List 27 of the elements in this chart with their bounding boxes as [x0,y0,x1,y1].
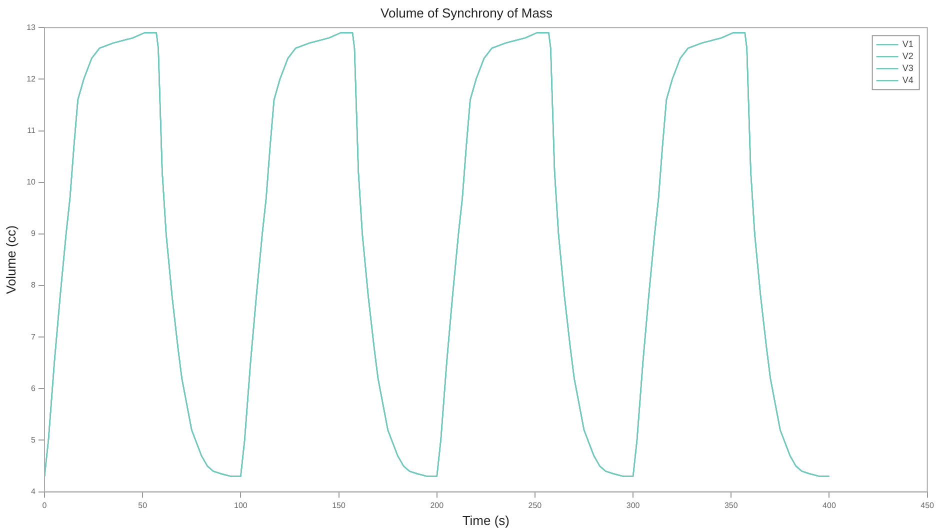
x-tick-label: 150 [332,500,346,510]
x-tick-label: 400 [822,500,836,510]
y-tick-label: 5 [31,435,36,444]
legend-label: V3 [902,63,914,74]
x-tick-label: 100 [234,500,248,510]
y-tick-label: 6 [31,384,36,393]
chart-title: Volume of Synchrony of Mass [380,5,553,20]
x-tick-label: 350 [724,500,738,510]
x-tick-label: 250 [528,500,542,510]
y-tick-label: 8 [31,280,36,290]
y-tick-label: 9 [31,229,36,238]
x-tick-label: 200 [430,500,444,510]
x-tick-label: 300 [626,500,640,510]
y-tick-label: 11 [27,126,36,135]
y-tick-label: 13 [26,22,36,32]
y-axis-title: Volume (cc) [3,225,18,294]
legend-label: V2 [902,51,914,62]
y-tick-label: 10 [26,178,36,187]
legend-label: V4 [902,75,914,86]
x-tick-label: 450 [920,500,935,510]
x-tick-label: 50 [138,500,148,510]
x-axis-title: Time (s) [462,512,510,528]
x-tick-label: 0 [42,500,48,510]
y-tick-label: 12 [26,74,36,84]
y-tick-label: 4 [31,487,36,496]
y-tick-label: 7 [31,332,36,342]
legend-label: V1 [902,39,914,50]
